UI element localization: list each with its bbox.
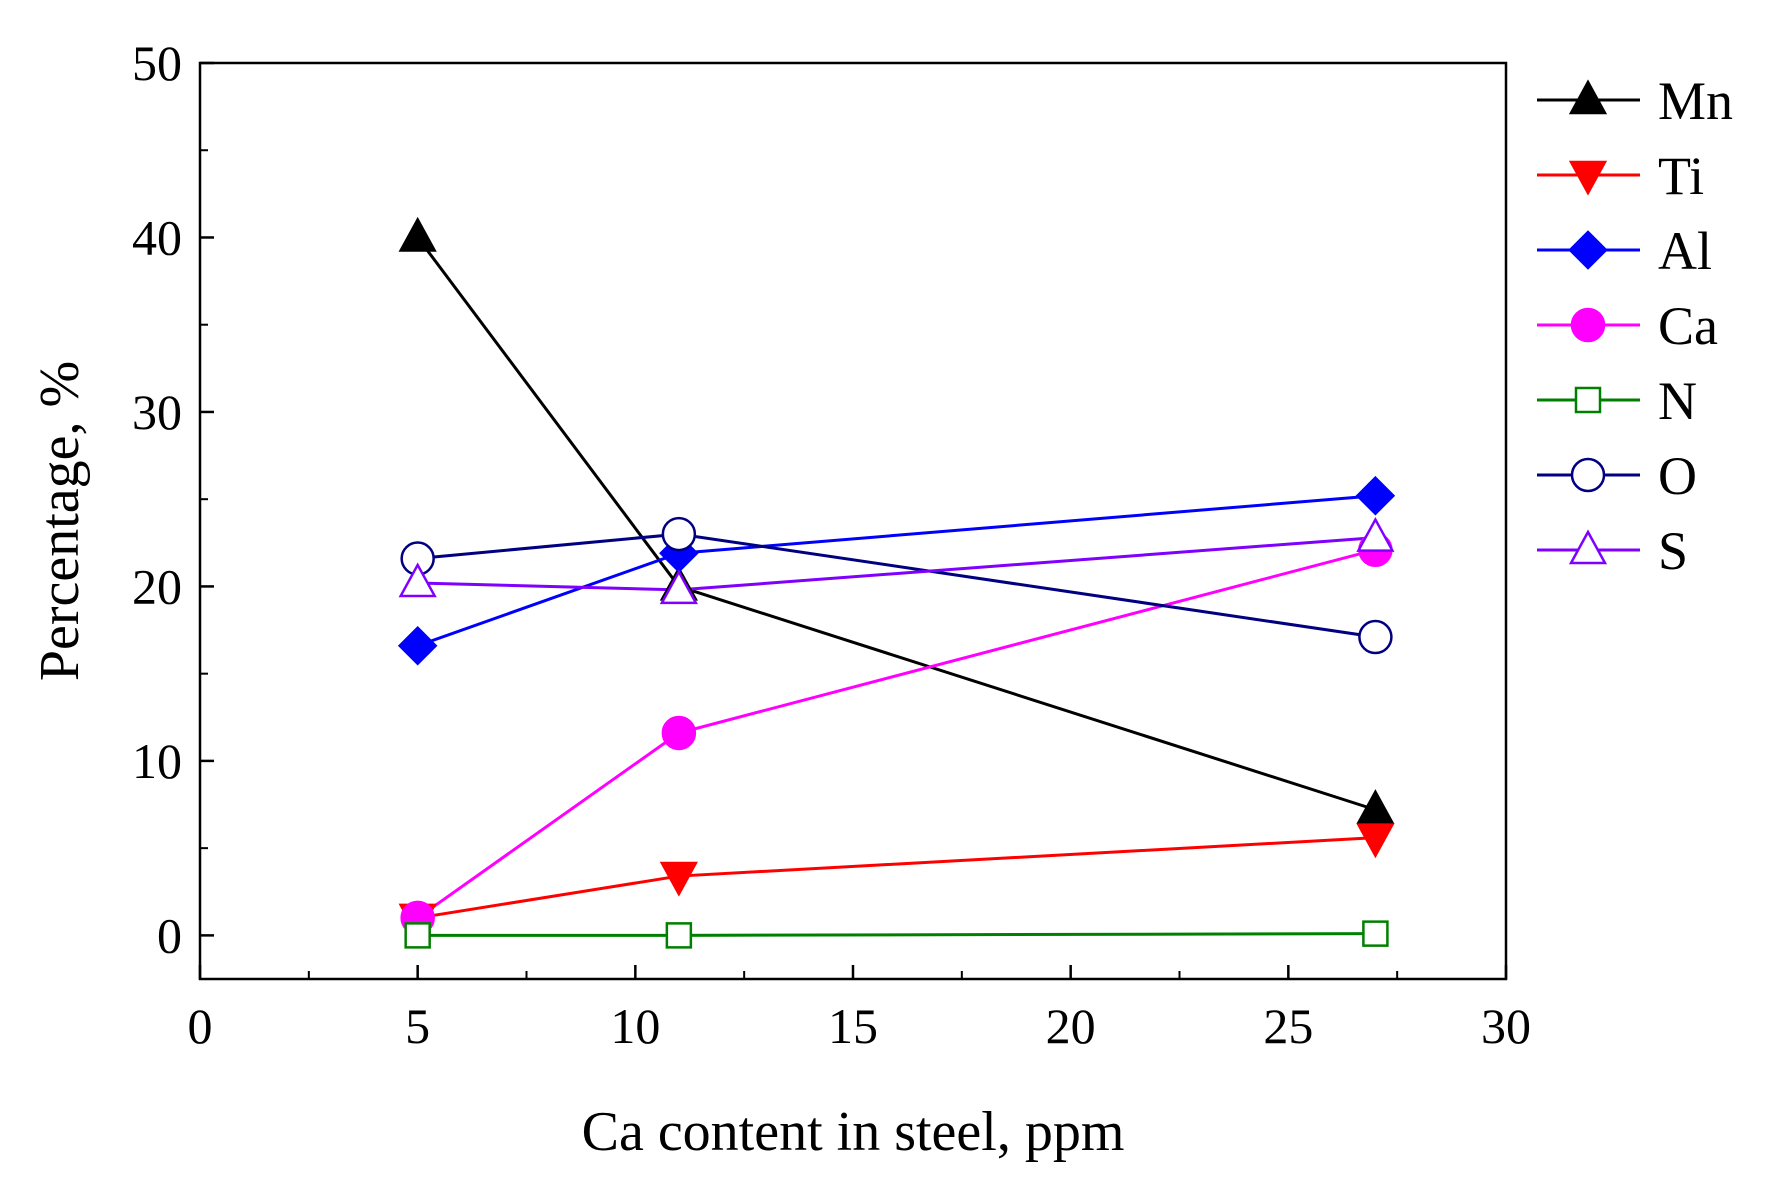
x-tick-label: 25 bbox=[1263, 998, 1313, 1054]
y-tick-label: 40 bbox=[132, 209, 182, 265]
data-point-n bbox=[665, 922, 693, 949]
data-point-s bbox=[659, 569, 698, 605]
y-axis: 0 10 20 30 40 50 bbox=[132, 35, 214, 963]
x-axis: 0 5 10 15 20 25 30 bbox=[188, 965, 1531, 1054]
series-markers bbox=[397, 216, 1396, 949]
legend: Mn Ti Al Ca NOS bbox=[1537, 71, 1733, 581]
legend-label-o: O bbox=[1658, 446, 1697, 506]
legend-marker-mn bbox=[1568, 79, 1608, 115]
data-point-al bbox=[1355, 475, 1396, 516]
data-point-s bbox=[1356, 516, 1395, 552]
data-point-ti bbox=[1356, 823, 1395, 859]
data-point-ti bbox=[659, 861, 698, 897]
legend-marker-ca bbox=[1570, 307, 1606, 343]
legend-marker-s bbox=[1568, 529, 1608, 565]
x-tick-label: 30 bbox=[1481, 998, 1531, 1054]
x-tick-label: 0 bbox=[188, 998, 213, 1054]
y-tick-label: 10 bbox=[132, 733, 182, 789]
legend-label-al: Al bbox=[1658, 221, 1712, 281]
legend-label-ti: Ti bbox=[1658, 146, 1704, 206]
data-point-o bbox=[1358, 619, 1393, 655]
y-axis-title: Percentage, % bbox=[29, 361, 91, 681]
legend-label-n: N bbox=[1658, 371, 1697, 431]
legend-label-ca: Ca bbox=[1658, 296, 1718, 356]
data-point-al bbox=[397, 625, 438, 666]
legend-marker-n bbox=[1574, 386, 1602, 414]
data-point-mn bbox=[398, 216, 437, 252]
y-tick-label: 30 bbox=[132, 384, 182, 440]
series-line-ti bbox=[417, 836, 1376, 920]
series-lines bbox=[416, 236, 1376, 937]
data-point-o bbox=[661, 516, 697, 552]
data-point-ca bbox=[661, 715, 697, 751]
series-line-n bbox=[417, 932, 1376, 937]
y-tick-label: 50 bbox=[132, 35, 182, 91]
series-line-al bbox=[417, 494, 1376, 648]
x-tick-label: 5 bbox=[405, 998, 430, 1054]
y-tick-label: 20 bbox=[132, 558, 182, 614]
data-point-mn bbox=[1356, 789, 1395, 825]
data-point-s bbox=[398, 562, 437, 598]
x-axis-title: Ca content in steel, ppm bbox=[582, 1101, 1125, 1163]
data-point-n bbox=[404, 922, 431, 949]
y-tick-label: 0 bbox=[157, 907, 182, 963]
legend-label-s: S bbox=[1658, 521, 1688, 581]
series-line-mn bbox=[416, 236, 1376, 812]
legend-marker-al bbox=[1568, 230, 1608, 270]
data-point-n bbox=[1362, 920, 1389, 947]
legend-marker-ti bbox=[1568, 160, 1608, 196]
x-tick-label: 20 bbox=[1046, 998, 1096, 1054]
legend-label-mn: Mn bbox=[1658, 71, 1733, 131]
legend-marker-o bbox=[1570, 457, 1606, 493]
x-tick-label: 15 bbox=[828, 998, 878, 1054]
x-tick-label: 10 bbox=[610, 998, 660, 1054]
